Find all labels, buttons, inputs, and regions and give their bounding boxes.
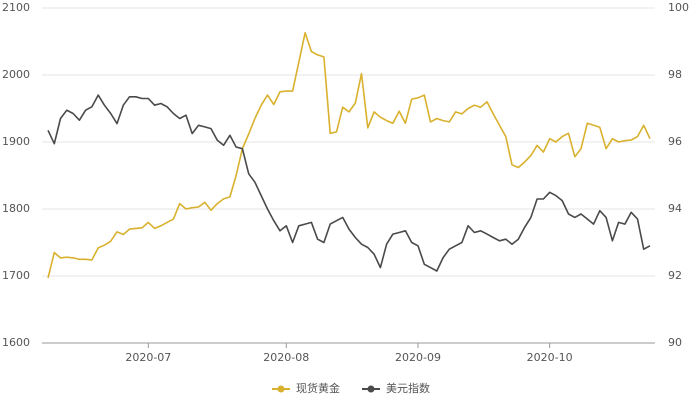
x-tick-label: 2020-08 bbox=[263, 351, 309, 364]
x-tick-label: 2020-09 bbox=[395, 351, 441, 364]
legend-marker bbox=[277, 385, 285, 393]
y2-tick-label: 96 bbox=[668, 135, 682, 148]
legend-label: 美元指数 bbox=[386, 381, 430, 395]
legend-marker bbox=[367, 385, 375, 393]
y-tick-label: 1900 bbox=[2, 135, 30, 148]
y2-tick-label: 98 bbox=[668, 68, 682, 81]
y-tick-label: 1600 bbox=[2, 336, 30, 349]
y-tick-label: 2100 bbox=[2, 1, 30, 14]
y2-tick-label: 94 bbox=[668, 202, 682, 215]
y-tick-label: 1800 bbox=[2, 202, 30, 215]
y-tick-label: 2000 bbox=[2, 68, 30, 81]
series-line bbox=[47, 94, 651, 272]
legend-label: 现货黄金 bbox=[296, 381, 340, 395]
x-tick-label: 2020-07 bbox=[125, 351, 171, 364]
x-tick-label: 2020-10 bbox=[527, 351, 573, 364]
y2-tick-label: 100 bbox=[668, 1, 689, 14]
y-tick-label: 1700 bbox=[2, 269, 30, 282]
series-line bbox=[47, 31, 651, 279]
y2-tick-label: 92 bbox=[668, 269, 682, 282]
y2-tick-label: 90 bbox=[668, 336, 682, 349]
